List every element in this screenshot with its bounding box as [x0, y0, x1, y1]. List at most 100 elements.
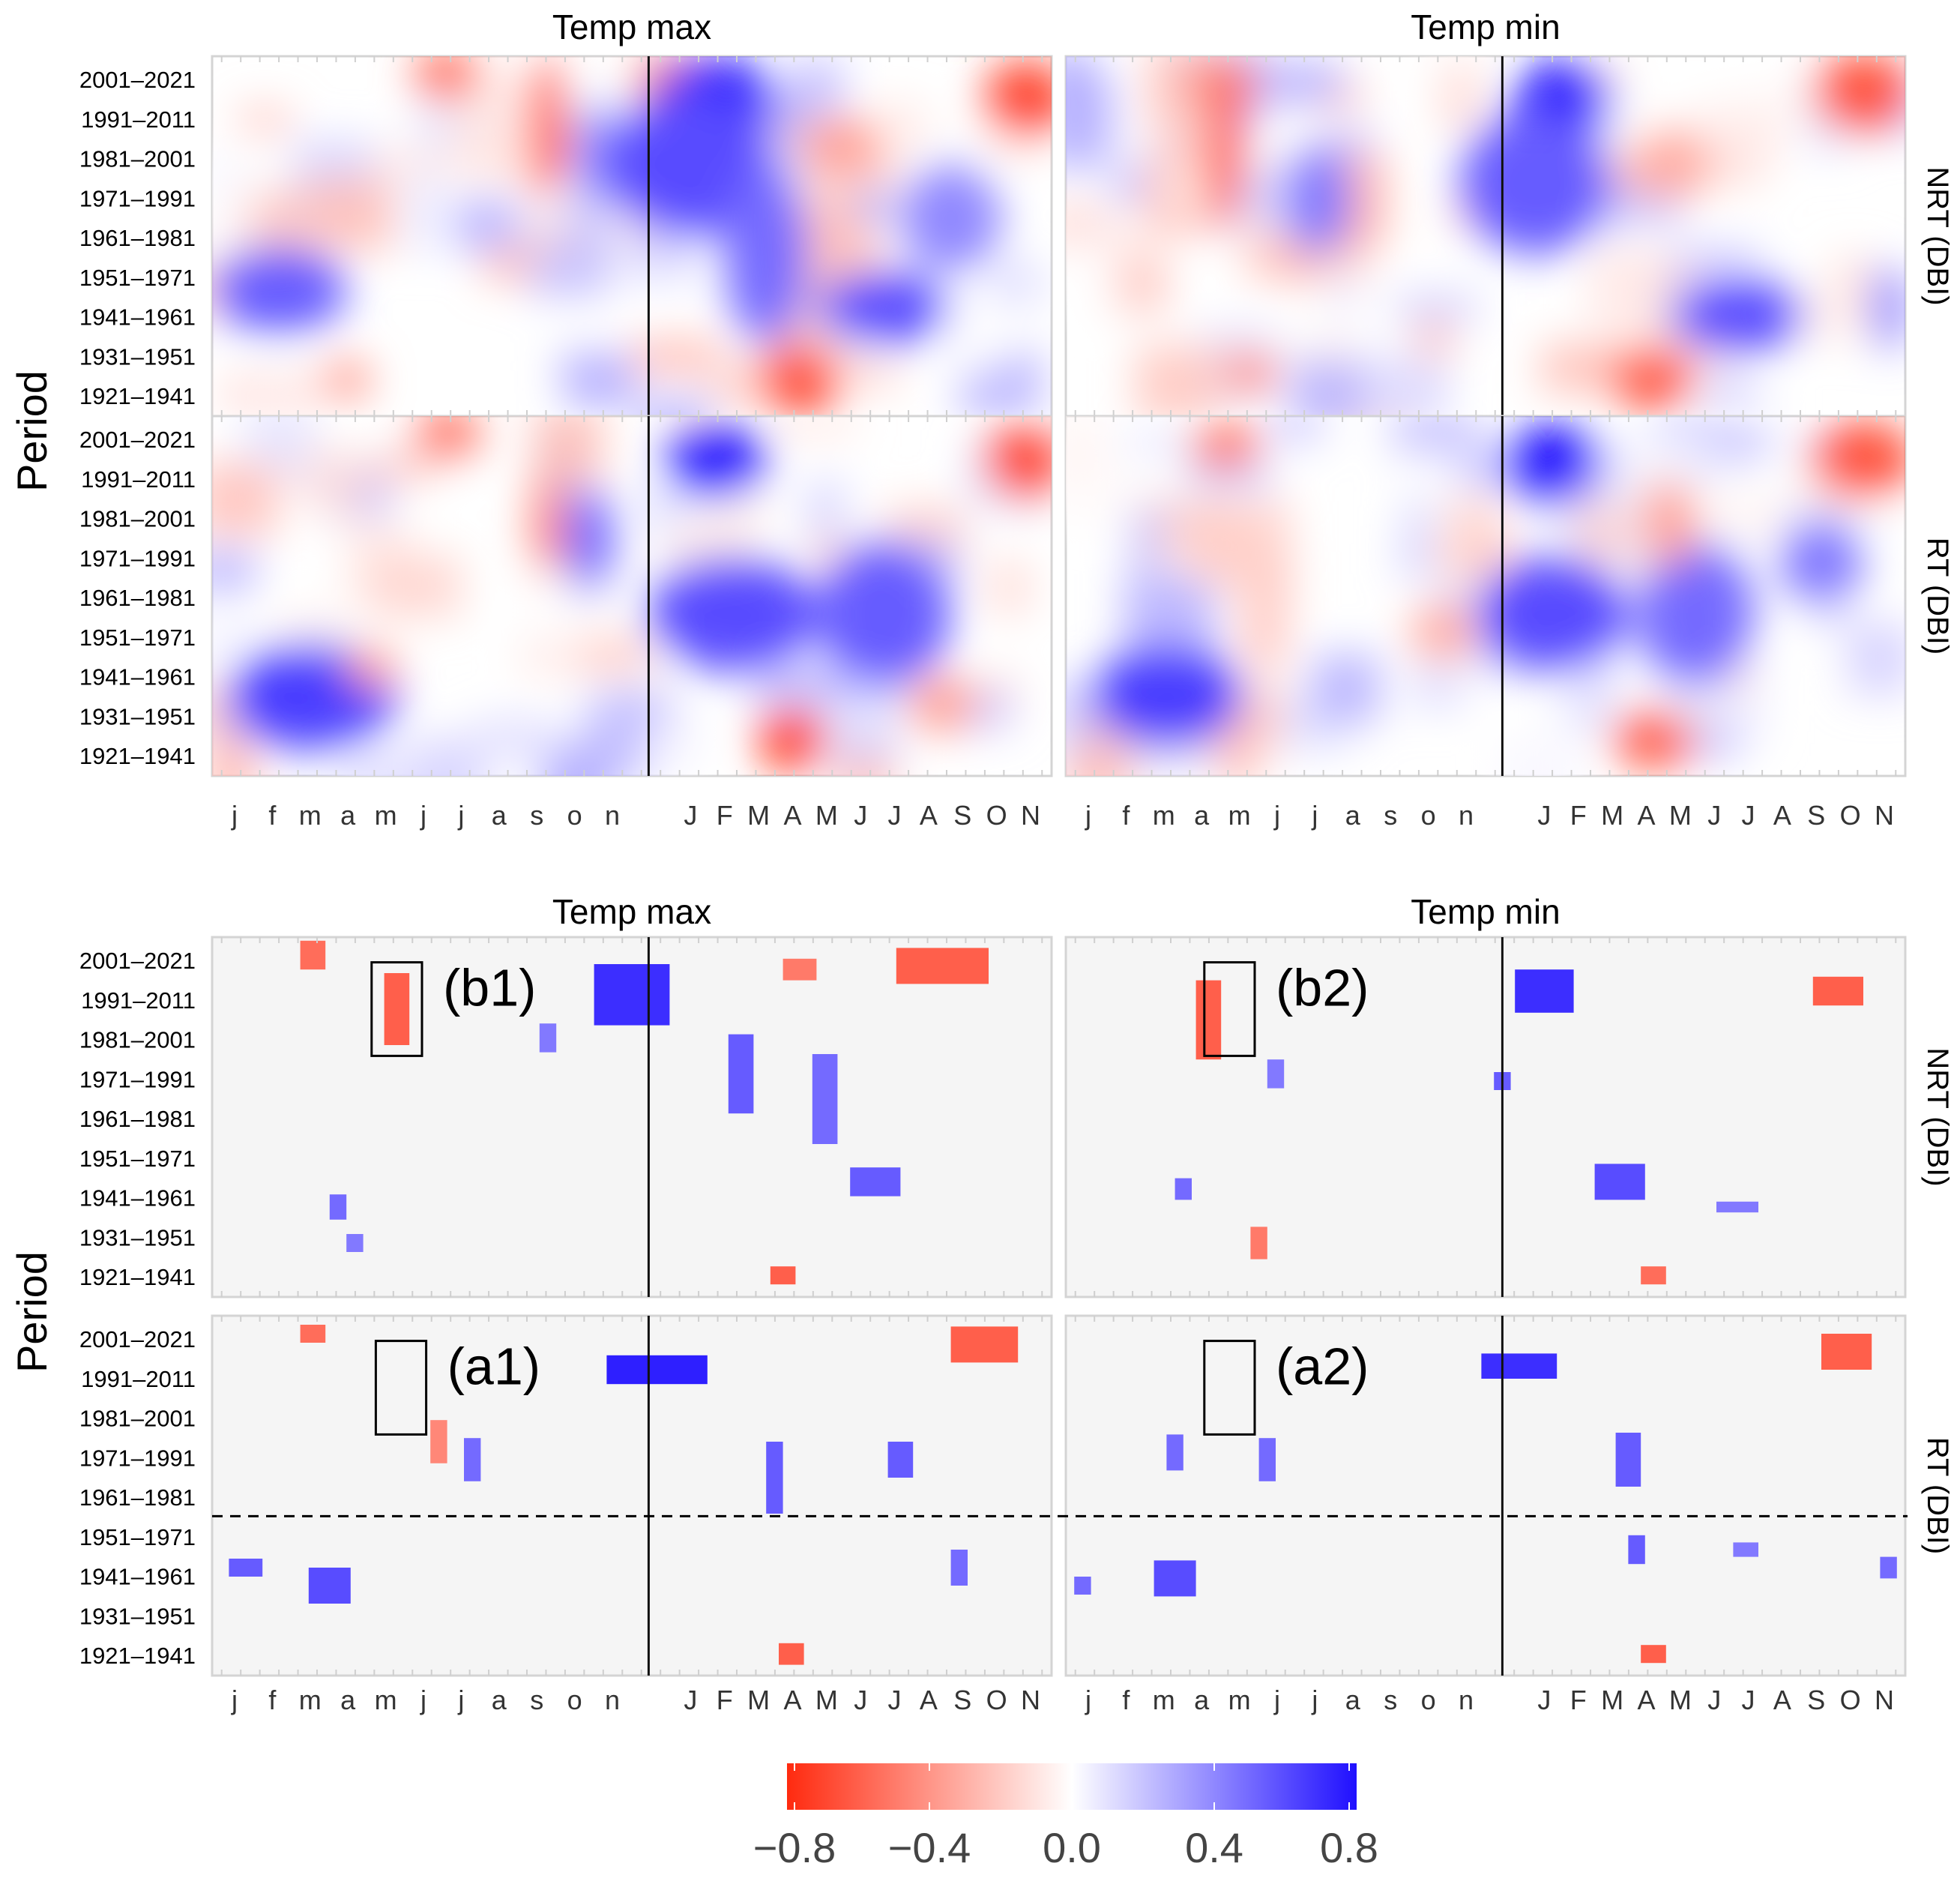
heatmap-cell [1270, 416, 1324, 441]
x-tick-label: n [605, 800, 620, 831]
heatmap-patch [1670, 279, 1805, 352]
heatmap-patch [984, 59, 1052, 139]
heatmap-cell [1127, 750, 1215, 773]
x-tick-label: N [1875, 1685, 1894, 1715]
panel-content [212, 416, 1052, 776]
y-tick-label: 2001–2021 [79, 427, 196, 453]
x-tick-label: F [717, 1685, 733, 1715]
x-tick-label: J [1537, 1685, 1551, 1715]
heatmap-cell [313, 451, 364, 518]
heatmap-cell [1129, 509, 1164, 573]
heatmap-cell [407, 170, 443, 253]
heatmap-texture [1066, 56, 1905, 416]
x-tick-label: j [231, 1685, 238, 1715]
heatmap-patch [1812, 419, 1905, 499]
x-tick-label: m [299, 800, 322, 831]
heatmap-cell [639, 397, 713, 416]
panel-content [1074, 1334, 1897, 1664]
x-tick-label: s [1384, 800, 1397, 831]
heatmap-cell [212, 620, 245, 660]
column-title: Temp max [552, 7, 711, 46]
y-tick-label: 1981–2001 [79, 146, 196, 172]
x-tick-label: a [340, 1685, 356, 1715]
significant-cell [464, 1438, 481, 1481]
x-tick-label: a [492, 800, 507, 831]
x-tick-label: j [420, 800, 426, 831]
heatmap-cell [1111, 168, 1147, 201]
y-tick-label: 1931–1951 [79, 703, 196, 729]
significant-cell [770, 1266, 796, 1285]
x-tick-label: F [1570, 1685, 1587, 1715]
heatmap-patch [1225, 351, 1276, 395]
heatmap-patch [1636, 542, 1755, 686]
heatmap-patch [564, 488, 615, 596]
heatmap-cell [1666, 246, 1758, 271]
significant-cell [1481, 1353, 1558, 1379]
x-tick-label: O [986, 1685, 1007, 1715]
significant-cell [1812, 976, 1863, 1006]
significant-cell [1154, 1560, 1196, 1597]
heatmap-patch [816, 272, 951, 344]
significant-cell [1641, 1645, 1666, 1664]
annotation-label: (a2) [1276, 1337, 1369, 1396]
y-tick-label: 1941–1961 [79, 1185, 196, 1212]
x-tick-label: m [375, 1685, 397, 1715]
significant-cell [1074, 1577, 1091, 1595]
heatmap-cell [624, 231, 696, 280]
y-tick-label: 1921–1941 [79, 1643, 196, 1669]
x-tick-label: M [1601, 1685, 1623, 1715]
significant-cell [1515, 969, 1574, 1013]
heatmap-cell [476, 717, 557, 759]
heatmap-patch [413, 416, 481, 460]
heatmap-cell [1416, 313, 1451, 364]
heatmap-cell [642, 721, 705, 768]
heatmap-cell [1291, 358, 1366, 416]
y-axis-title: Period [8, 370, 55, 492]
heatmap-cell [301, 177, 393, 251]
heatmap-cell [855, 189, 892, 226]
block-significant-correlations: Temp max Temp min Period 2001–2021 1991–2011… [8, 892, 1954, 1715]
x-tick-label: m [299, 1685, 322, 1715]
significant-cell [1166, 1434, 1183, 1471]
y-tick-label: 2001–2021 [79, 948, 196, 974]
significant-cell [950, 1550, 968, 1586]
significant-cell [1175, 1178, 1192, 1200]
y-tick-label: 1931–1951 [79, 343, 196, 370]
significant-cell [384, 973, 410, 1045]
annotation-label: (a1) [447, 1337, 540, 1396]
significant-cell [594, 964, 670, 1026]
heatmap-cell [372, 554, 462, 618]
y-tick-label: 1991–2011 [81, 987, 196, 1014]
x-tick-label: J [1707, 800, 1721, 831]
x-tick-label: a [340, 800, 356, 831]
significant-cell [308, 1568, 351, 1604]
x-tick-label: f [1122, 1685, 1130, 1715]
heatmap-cell [1721, 471, 1757, 546]
heatmap-cell [1653, 416, 1727, 445]
annotation-box [374, 1340, 428, 1436]
colorbar-tick-label: −0.4 [888, 1824, 971, 1871]
heatmap-texture [1066, 416, 1905, 776]
heatmap-cell [638, 485, 686, 534]
heatmap-cell [451, 98, 544, 163]
y-tick-label: 1941–1961 [79, 304, 196, 331]
significant-cell [1641, 1266, 1666, 1285]
significant-cell [1267, 1059, 1285, 1089]
annotation-box [1203, 961, 1256, 1057]
y-tick-label: 1941–1961 [79, 1564, 196, 1590]
heatmap-cell [1396, 293, 1478, 322]
panel-content [1066, 56, 1905, 416]
significant-cell [329, 1194, 347, 1220]
y-axis-title: Period [8, 1251, 55, 1373]
x-tick-label: a [492, 1685, 507, 1715]
heatmap-cell [1500, 737, 1581, 776]
heatmap-patch [531, 470, 565, 578]
heatmap-patch [212, 247, 347, 334]
x-tick-label: N [1021, 800, 1040, 831]
heatmap-patch [531, 56, 565, 200]
panel-content [1066, 416, 1905, 776]
heatmap-cell [368, 456, 433, 480]
x-tick-label: A [920, 800, 938, 831]
significant-cell [728, 1034, 754, 1114]
x-tick-label: a [1345, 1685, 1361, 1715]
